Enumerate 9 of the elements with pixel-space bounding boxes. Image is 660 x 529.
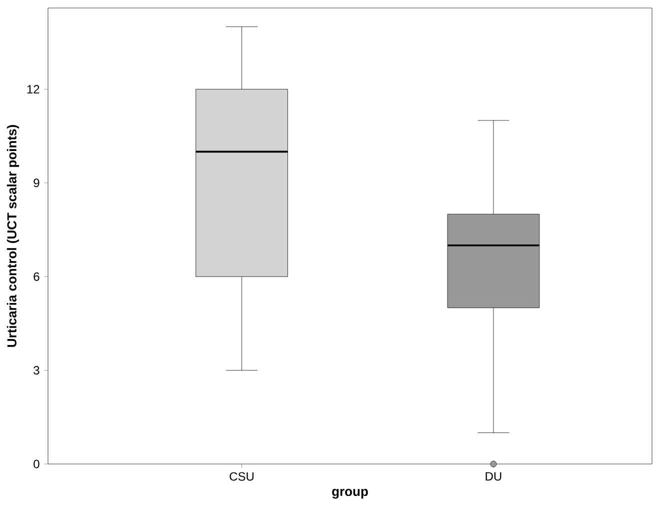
y-tick-label: 12 xyxy=(27,85,40,94)
y-tick-label: 6 xyxy=(34,272,40,281)
y-tick-label: 0 xyxy=(34,460,40,468)
y-axis-title: Urticaria control (UCT scalar points) xyxy=(6,125,20,347)
x-axis-title: group xyxy=(332,488,368,499)
y-tick-label: 3 xyxy=(34,366,40,375)
y-tick-label: 9 xyxy=(34,178,40,188)
x-tick-label: DU xyxy=(486,472,502,481)
x-tick-label: CSU xyxy=(230,472,254,481)
